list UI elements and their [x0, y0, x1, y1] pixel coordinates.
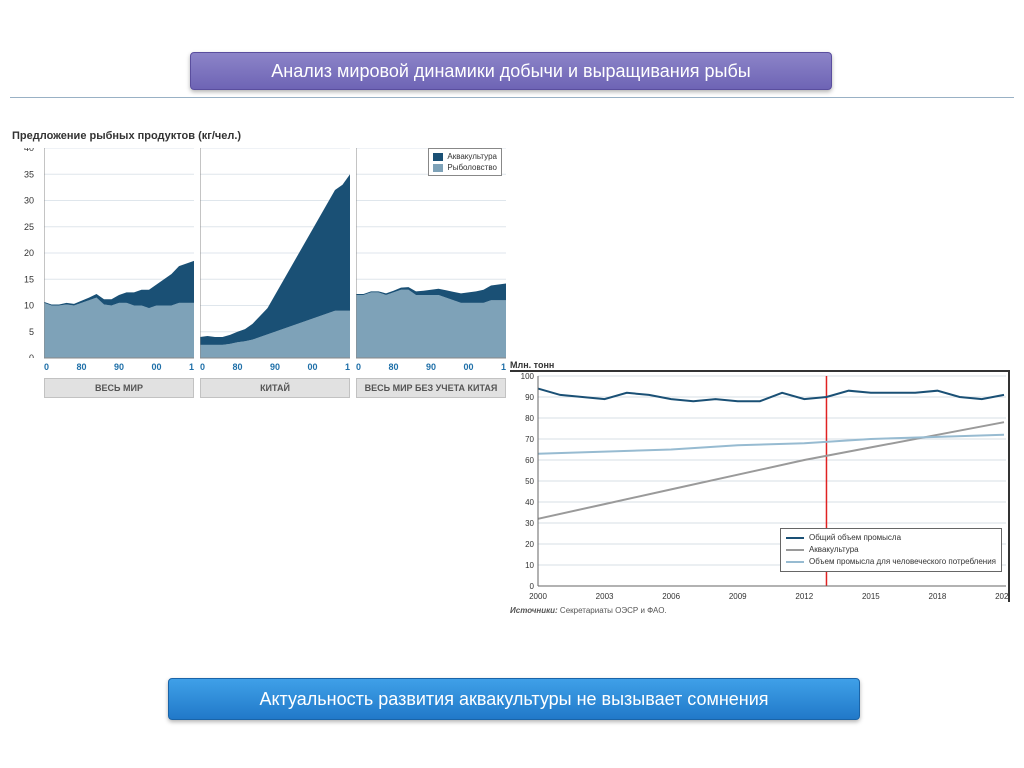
svg-text:50: 50 [525, 477, 534, 486]
svg-text:70: 70 [525, 435, 534, 444]
supply-chart-block: Предложение рыбных продуктов (кг/чел.) 0… [12, 130, 497, 398]
trend-chart-block: Млн. тонн 0 10 20 30 40 50 60 70 80 90 100 2000 2003… [510, 360, 1010, 615]
svg-text:2015: 2015 [862, 592, 880, 601]
panel-0: 70 80 90 00 10 [44, 148, 194, 374]
svg-text:2009: 2009 [729, 592, 747, 601]
svg-text:2012: 2012 [795, 592, 813, 601]
svg-text:2021: 2021 [995, 592, 1008, 601]
supply-legend: АквакультураРыболовство [428, 148, 502, 176]
panel-1: 70 80 90 00 10 [200, 148, 350, 374]
panel-label: ВЕСЬ МИР [44, 378, 194, 398]
svg-text:00: 00 [307, 362, 317, 372]
supply-chart-panels: 0 5 10 15 20 25 30 35 40 70 80 90 00 10 ВЕСЬ МИР 70 80 90… [12, 148, 497, 398]
trend-chart-ylabel: Млн. тонн [510, 360, 1010, 370]
svg-text:2018: 2018 [929, 592, 947, 601]
svg-text:80: 80 [232, 362, 242, 372]
supply-chart-title: Предложение рыбных продуктов (кг/чел.) [12, 130, 497, 142]
svg-text:2006: 2006 [662, 592, 680, 601]
svg-text:100: 100 [521, 372, 535, 381]
panel-label: КИТАЙ [200, 378, 350, 398]
svg-text:15: 15 [24, 274, 34, 284]
svg-text:0: 0 [29, 353, 34, 358]
svg-text:80: 80 [525, 414, 534, 423]
svg-text:90: 90 [525, 393, 534, 402]
svg-text:90: 90 [270, 362, 280, 372]
source-label: Источники: [510, 606, 558, 615]
svg-text:90: 90 [426, 362, 436, 372]
svg-text:70: 70 [200, 362, 205, 372]
svg-text:10: 10 [24, 301, 34, 311]
bottom-banner: Актуальность развития аквакультуры не вы… [168, 678, 860, 720]
panel-label: ВЕСЬ МИР БЕЗ УЧЕТА КИТАЯ [356, 378, 506, 398]
svg-text:25: 25 [24, 222, 34, 232]
source-text: Секретариаты ОЭСР и ФАО. [560, 606, 667, 615]
svg-text:0: 0 [530, 582, 535, 591]
svg-text:10: 10 [189, 362, 194, 372]
svg-text:00: 00 [151, 362, 161, 372]
svg-text:80: 80 [388, 362, 398, 372]
svg-text:20: 20 [525, 540, 534, 549]
slide: Анализ мировой динамики добычи и выращив… [0, 0, 1024, 768]
svg-text:90: 90 [114, 362, 124, 372]
svg-text:70: 70 [356, 362, 361, 372]
svg-text:5: 5 [29, 327, 34, 337]
svg-text:10: 10 [525, 561, 534, 570]
svg-text:70: 70 [44, 362, 49, 372]
svg-text:40: 40 [525, 498, 534, 507]
horizontal-rule [10, 97, 1014, 98]
svg-text:35: 35 [24, 169, 34, 179]
svg-text:10: 10 [345, 362, 350, 372]
svg-text:80: 80 [76, 362, 86, 372]
svg-text:10: 10 [501, 362, 506, 372]
y-axis: 0 5 10 15 20 25 30 35 40 [12, 148, 38, 358]
trend-chart-source: Источники: Секретариаты ОЭСР и ФАО. [510, 606, 1010, 615]
panel-2: 70 80 90 00 10 [356, 148, 506, 374]
svg-text:00: 00 [463, 362, 473, 372]
svg-text:40: 40 [24, 148, 34, 153]
svg-text:20: 20 [24, 248, 34, 258]
svg-text:2000: 2000 [529, 592, 547, 601]
trend-legend: Общий объем промыслаАквакультураОбъем пр… [780, 528, 1002, 572]
svg-text:30: 30 [525, 519, 534, 528]
svg-text:2003: 2003 [596, 592, 614, 601]
trend-chart: 0 10 20 30 40 50 60 70 80 90 100 2000 2003 2006 2009 20… [510, 370, 1010, 602]
svg-text:60: 60 [525, 456, 534, 465]
svg-text:30: 30 [24, 196, 34, 206]
title-banner: Анализ мировой динамики добычи и выращив… [190, 52, 832, 90]
